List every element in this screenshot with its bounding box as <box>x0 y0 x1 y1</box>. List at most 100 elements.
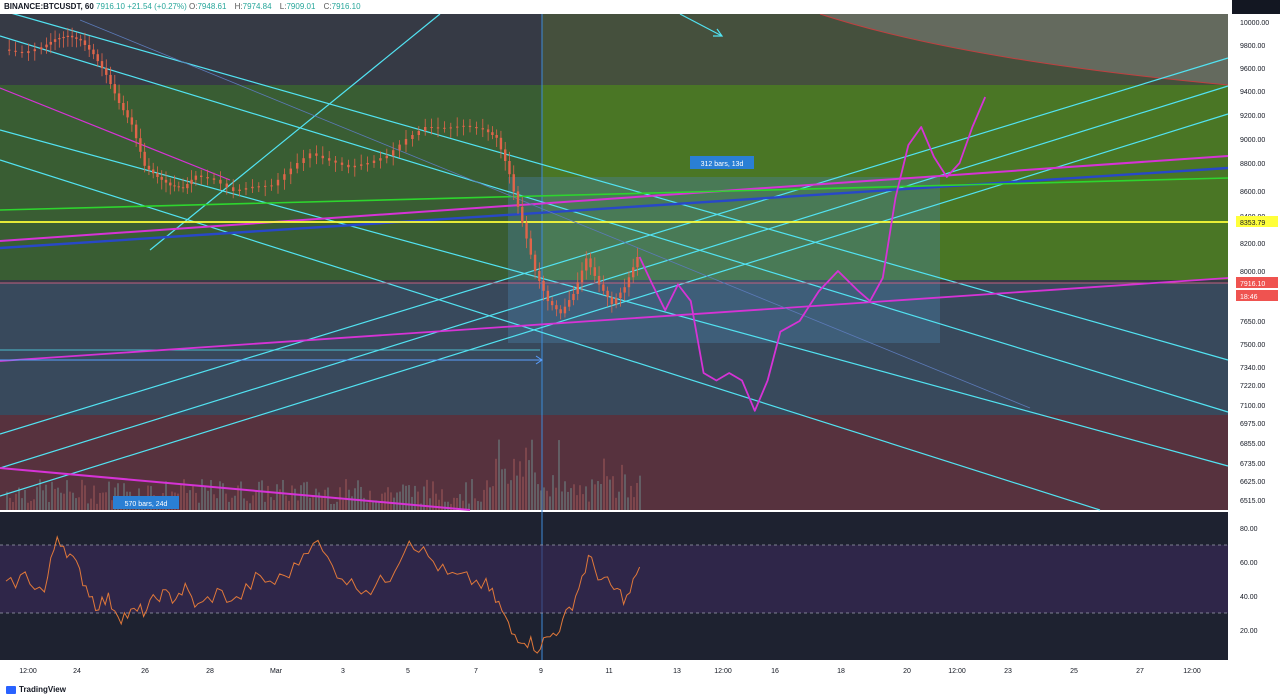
trend-line <box>149 13 441 251</box>
candle-body <box>219 179 222 184</box>
volume-bar <box>528 460 530 510</box>
candle-body <box>512 174 515 192</box>
volume-bar <box>402 484 404 510</box>
price-tick: 10000.00 <box>1240 20 1269 27</box>
volume-bar <box>309 497 311 510</box>
time-tick: 13 <box>673 668 681 675</box>
volume-bar <box>345 479 347 510</box>
volume-bar <box>69 491 71 510</box>
price-label-bg <box>1236 216 1278 227</box>
volume-bar <box>219 481 221 510</box>
candle-body <box>147 165 151 170</box>
volume-bar <box>84 485 86 510</box>
candle-body <box>194 175 198 180</box>
volume-bar <box>558 440 560 510</box>
candle-body <box>486 129 490 133</box>
volume-bar <box>570 488 572 510</box>
range-arrow-head <box>535 355 543 365</box>
volume-bar <box>24 489 26 510</box>
candle-body <box>580 270 584 283</box>
volume-bar <box>270 497 272 510</box>
price-tick: 6735.00 <box>1240 461 1265 468</box>
candle-body <box>328 158 331 161</box>
volume-bar <box>237 485 239 510</box>
time-tick: 24 <box>73 668 81 675</box>
volume-bar <box>273 500 275 510</box>
volume-bar <box>45 484 47 510</box>
volume-bar <box>291 485 293 510</box>
candle-body <box>66 35 70 37</box>
candle-body <box>475 127 478 129</box>
volume-bar <box>585 486 587 510</box>
time-tick: 20 <box>903 668 911 675</box>
volume-bar <box>513 458 515 510</box>
rsi-tick: 20.00 <box>1240 628 1258 635</box>
time-tick: Mar <box>270 668 283 675</box>
volume-bar <box>411 496 413 510</box>
last-price: 7916.10 <box>96 2 125 11</box>
volume-bar <box>96 503 98 510</box>
price-series <box>8 27 639 320</box>
volume-bar <box>474 498 476 510</box>
volume-bar <box>444 501 446 510</box>
volume-bar <box>486 480 488 510</box>
candle-body <box>8 49 11 51</box>
candle-body <box>550 301 554 306</box>
volume-bar <box>384 492 386 510</box>
time-axis-bg <box>0 660 1228 680</box>
volume-bar <box>435 493 437 510</box>
time-tick: 11 <box>605 668 612 675</box>
volume-bar <box>633 497 635 510</box>
candle-body <box>559 309 562 314</box>
volume-bar <box>165 481 167 510</box>
volume-bar <box>615 497 617 510</box>
tradingview-logo-icon <box>6 685 16 694</box>
candle-body <box>14 50 17 52</box>
time-tick: 12:00 <box>19 668 37 675</box>
volume-bar <box>276 484 278 510</box>
volume-bar <box>180 484 182 510</box>
target-zone <box>542 85 1228 280</box>
price-label-text: 8353.79 <box>1240 220 1265 227</box>
candle-body <box>75 37 78 39</box>
volume-bar <box>189 490 191 510</box>
volume-bar <box>105 492 107 510</box>
volume-bar <box>318 492 320 510</box>
candle-body <box>462 125 465 127</box>
candle-body <box>45 44 48 48</box>
price-tick: 7340.00 <box>1240 365 1265 372</box>
candle-body <box>20 51 24 54</box>
volume-bar <box>282 479 284 510</box>
volume-bar <box>39 479 41 510</box>
volume-bar <box>456 497 458 510</box>
volume-bar <box>441 489 443 510</box>
volume-bar <box>378 501 380 510</box>
candle-body <box>302 158 305 163</box>
volume-bar <box>9 497 11 510</box>
volume-bar <box>72 492 74 510</box>
candle-body <box>117 93 121 103</box>
candle-body <box>589 258 592 268</box>
candle-body <box>321 155 324 159</box>
symbol-name[interactable]: BINANCE:BTCUSDT, 60 <box>4 2 94 11</box>
trend-line <box>0 9 1229 361</box>
volume-bar <box>294 488 296 510</box>
volume-bar <box>606 476 608 510</box>
volume-bar <box>510 480 512 510</box>
time-tick: 25 <box>1070 668 1078 675</box>
volume-bar <box>243 498 245 510</box>
annotations: 312 bars, 13d 570 bars, 24d <box>113 156 754 509</box>
time-tick: 16 <box>771 668 779 675</box>
volume-bar <box>573 484 575 510</box>
time-tick: 27 <box>1136 668 1144 675</box>
time-tick: 12:00 <box>948 668 966 675</box>
candle-body <box>181 187 185 189</box>
volume-bar <box>396 492 398 510</box>
rsi-tick: 60.00 <box>1240 560 1258 567</box>
candle-body <box>49 41 52 45</box>
trend-line <box>0 85 1229 469</box>
tradingview-logo[interactable]: TradingView <box>6 680 66 700</box>
rsi-band <box>0 545 1228 613</box>
volume-bar <box>207 490 209 510</box>
